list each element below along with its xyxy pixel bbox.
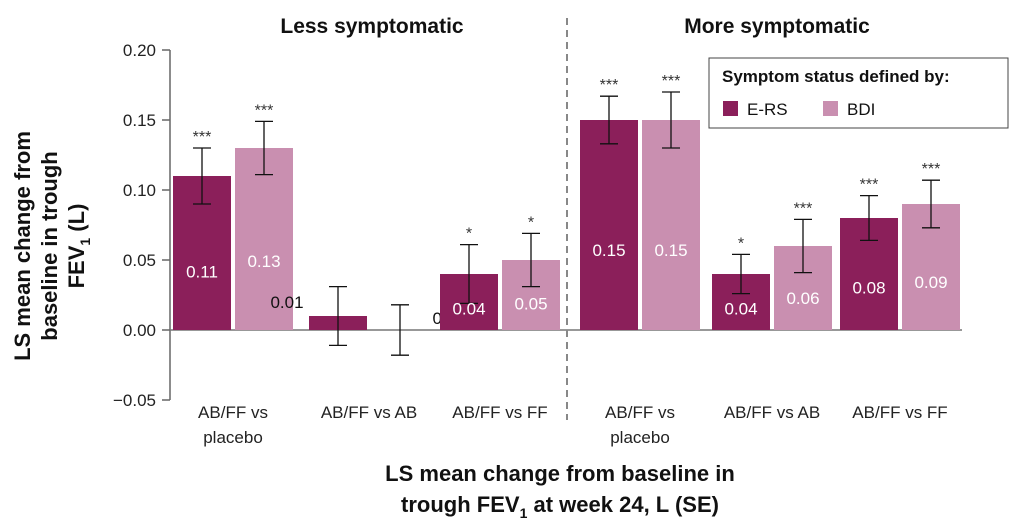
- significance-label: ***: [600, 77, 619, 94]
- bar-bdi: [235, 148, 293, 330]
- significance-label: *: [528, 214, 534, 231]
- data-label: 0.08: [852, 278, 885, 297]
- legend: Symptom status defined by: E-RS BDI: [708, 57, 1009, 129]
- category-label: AB/FF vs: [198, 403, 268, 422]
- significance-label: ***: [794, 200, 813, 217]
- data-label: 0.11: [186, 262, 218, 281]
- significance-label: *: [466, 226, 472, 243]
- legend-title: Symptom status defined by:: [722, 67, 950, 86]
- data-label: 0.15: [654, 241, 687, 260]
- category-label: AB/FF vs FF: [852, 403, 947, 422]
- category-label-line2: placebo: [610, 428, 670, 447]
- legend-label-bdi: BDI: [847, 100, 875, 119]
- category-label: AB/FF vs AB: [724, 403, 820, 422]
- y-axis-title: LS mean change from baseline in trough F…: [10, 131, 93, 361]
- y-tick-label: 0.15: [123, 111, 156, 130]
- legend-box: [708, 57, 1009, 129]
- x-axis-title-trough: trough FEV: [401, 492, 520, 517]
- category-label: AB/FF vs FF: [452, 403, 547, 422]
- category-label: AB/FF vs AB: [321, 403, 417, 422]
- x-axis-title-subscript: 1: [520, 505, 528, 521]
- y-tick-label: 0.00: [123, 321, 156, 340]
- data-label: 0.01: [270, 293, 303, 312]
- data-label: 0.15: [592, 241, 625, 260]
- significance-label: ***: [860, 177, 879, 194]
- significance-label: ***: [922, 161, 941, 178]
- significance-label: ***: [662, 73, 681, 90]
- significance-label: ***: [193, 129, 212, 146]
- legend-swatch-e-rs: [723, 101, 738, 116]
- x-axis-title-line1: LS mean change from baseline in: [385, 461, 735, 486]
- y-axis-title-line1: LS mean change from: [10, 131, 35, 361]
- significance-label: *: [738, 235, 744, 252]
- y-tick-label: 0.10: [123, 181, 156, 200]
- legend-swatch-bdi: [823, 101, 838, 116]
- significance-label: ***: [255, 102, 274, 119]
- y-axis-title-subscript: 1: [77, 238, 93, 246]
- data-label: 0.13: [247, 252, 280, 271]
- y-tick-label: −0.05: [113, 391, 156, 410]
- y-axis-title-fev: FEV: [64, 245, 89, 288]
- bar-bdi: [642, 120, 700, 330]
- y-axis-title-unit: (L): [64, 204, 89, 238]
- data-label: 0.05: [514, 294, 547, 313]
- y-tick-label: 0.05: [123, 251, 156, 270]
- x-axis-title-line2: trough FEV1 at week 24, L (SE): [401, 492, 719, 521]
- bar-ers: [580, 120, 638, 330]
- y-axis-title-line3: FEV1 (L): [64, 204, 93, 289]
- legend-label-e-rs: E-RS: [747, 100, 788, 119]
- category-label: AB/FF vs: [605, 403, 675, 422]
- y-tick-label: 0.20: [123, 41, 156, 60]
- data-label: 0.04: [452, 300, 485, 319]
- axes-layer: 0.20 0.15 0.10 0.05 0.00 −0.05: [113, 18, 962, 420]
- data-label: 0.09: [914, 273, 947, 292]
- data-label: 0.04: [724, 300, 757, 319]
- panel-title-more-symptomatic: More symptomatic: [684, 15, 870, 38]
- x-axis-title-rest: at week 24, L (SE): [527, 492, 719, 517]
- category-label-line2: placebo: [203, 428, 263, 447]
- data-label: 0.06: [786, 289, 819, 308]
- panel-title-less-symptomatic: Less symptomatic: [280, 15, 464, 38]
- y-axis-title-line2: baseline in trough: [37, 151, 62, 340]
